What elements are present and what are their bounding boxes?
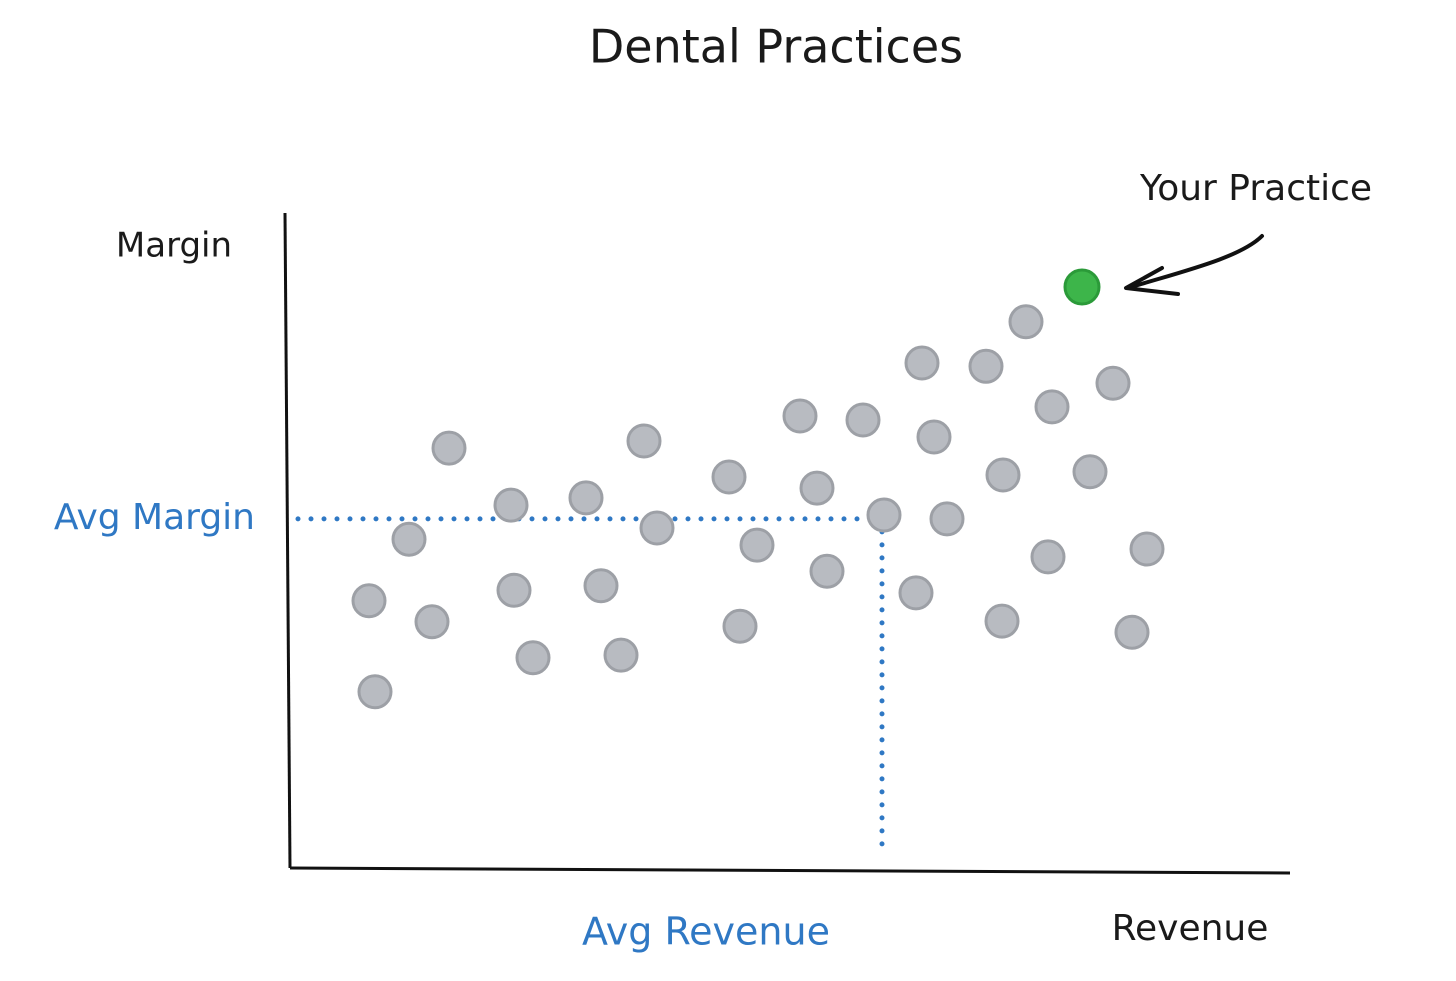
chart-title: Dental Practices	[589, 20, 963, 74]
data-point	[985, 457, 1021, 493]
data-point	[782, 398, 818, 434]
data-point	[809, 553, 845, 589]
data-point	[583, 568, 619, 604]
y-axis	[283, 212, 292, 869]
data-point	[639, 510, 675, 546]
data-point	[1072, 454, 1108, 490]
data-point	[916, 419, 952, 455]
data-point	[845, 402, 881, 438]
data-point	[799, 470, 835, 506]
arrow-head	[1124, 266, 1180, 296]
data-point	[357, 674, 393, 710]
data-point	[496, 572, 532, 608]
data-point	[568, 480, 604, 516]
data-point	[1129, 531, 1165, 567]
data-point	[431, 430, 467, 466]
data-point	[626, 423, 662, 459]
data-point	[1114, 614, 1150, 650]
annotation-arrow	[1126, 234, 1264, 290]
highlight-point	[1063, 268, 1101, 306]
data-point	[351, 583, 387, 619]
data-point	[414, 604, 450, 640]
data-point	[929, 501, 965, 537]
data-point	[1030, 539, 1066, 575]
data-point	[711, 459, 747, 495]
data-point	[984, 603, 1020, 639]
x-axis	[289, 866, 1291, 875]
data-point	[1095, 365, 1131, 401]
avg-margin-label: Avg Margin	[54, 497, 255, 538]
data-point	[1034, 389, 1070, 425]
data-point	[739, 527, 775, 563]
data-point	[968, 348, 1004, 384]
avg-revenue-label: Avg Revenue	[582, 910, 830, 954]
data-point	[898, 575, 934, 611]
data-point	[722, 608, 758, 644]
data-point	[603, 637, 639, 673]
data-point	[904, 345, 940, 381]
data-point	[515, 640, 551, 676]
data-point	[493, 487, 529, 523]
highlight-label: Your Practice	[1139, 168, 1372, 209]
x-axis-label: Revenue	[1112, 908, 1269, 949]
data-point	[1008, 304, 1044, 340]
data-point	[866, 497, 902, 533]
y-axis-label: Margin	[116, 226, 232, 266]
data-point	[391, 521, 427, 557]
